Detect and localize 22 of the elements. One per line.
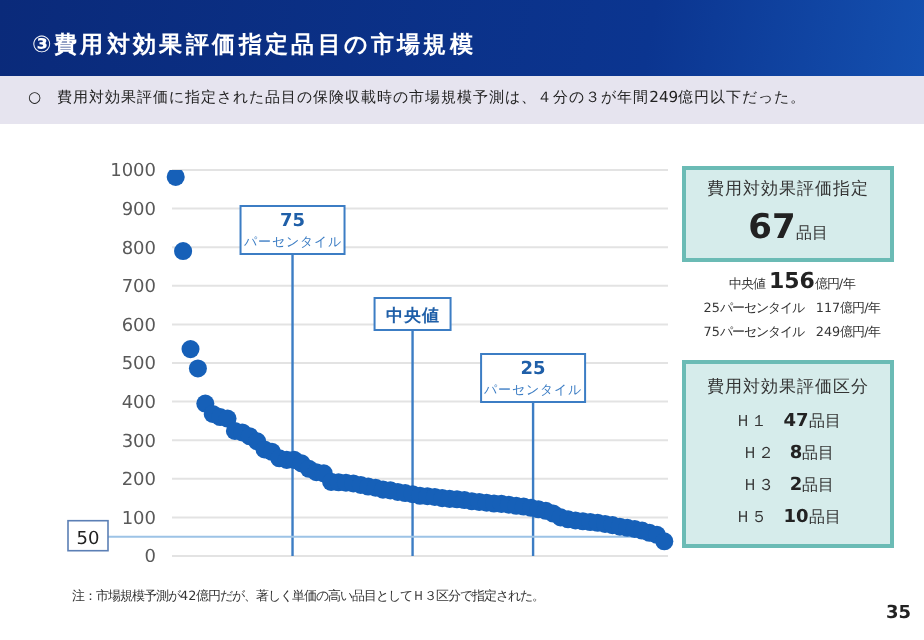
- chart-title: ③費用対効果評価指定品目の市場規模: [32, 30, 477, 60]
- y-tick-label: 800: [121, 239, 157, 260]
- y-tick-label: 0: [144, 548, 157, 569]
- y-tick-label: 1000: [110, 162, 157, 183]
- text: Ｈ１ 47品目: [735, 412, 841, 432]
- y-tick-label: 900: [121, 200, 157, 221]
- annotation: 中央値: [385, 305, 440, 327]
- text: 35: [886, 604, 912, 624]
- y-tick-label: 200: [121, 471, 157, 492]
- y-tick-label: 300: [121, 432, 157, 453]
- text: Ｈ２ 8品目: [741, 444, 835, 464]
- text: 費用対効果評価区分: [705, 376, 871, 400]
- text: Ｈ５ 10品目: [735, 508, 841, 528]
- text: 67品目: [748, 208, 828, 248]
- text: Ｈ３ 2品目: [741, 476, 835, 496]
- text: 費用対効果評価指定: [705, 178, 871, 202]
- y-tick-label: 700: [121, 278, 157, 299]
- y-tick-label: 400: [121, 393, 157, 414]
- ref-line-label: 50: [76, 529, 100, 550]
- y-tick-label: 500: [121, 355, 157, 376]
- y-tick-label: 100: [121, 509, 157, 530]
- y-tick-label: 600: [121, 316, 157, 337]
